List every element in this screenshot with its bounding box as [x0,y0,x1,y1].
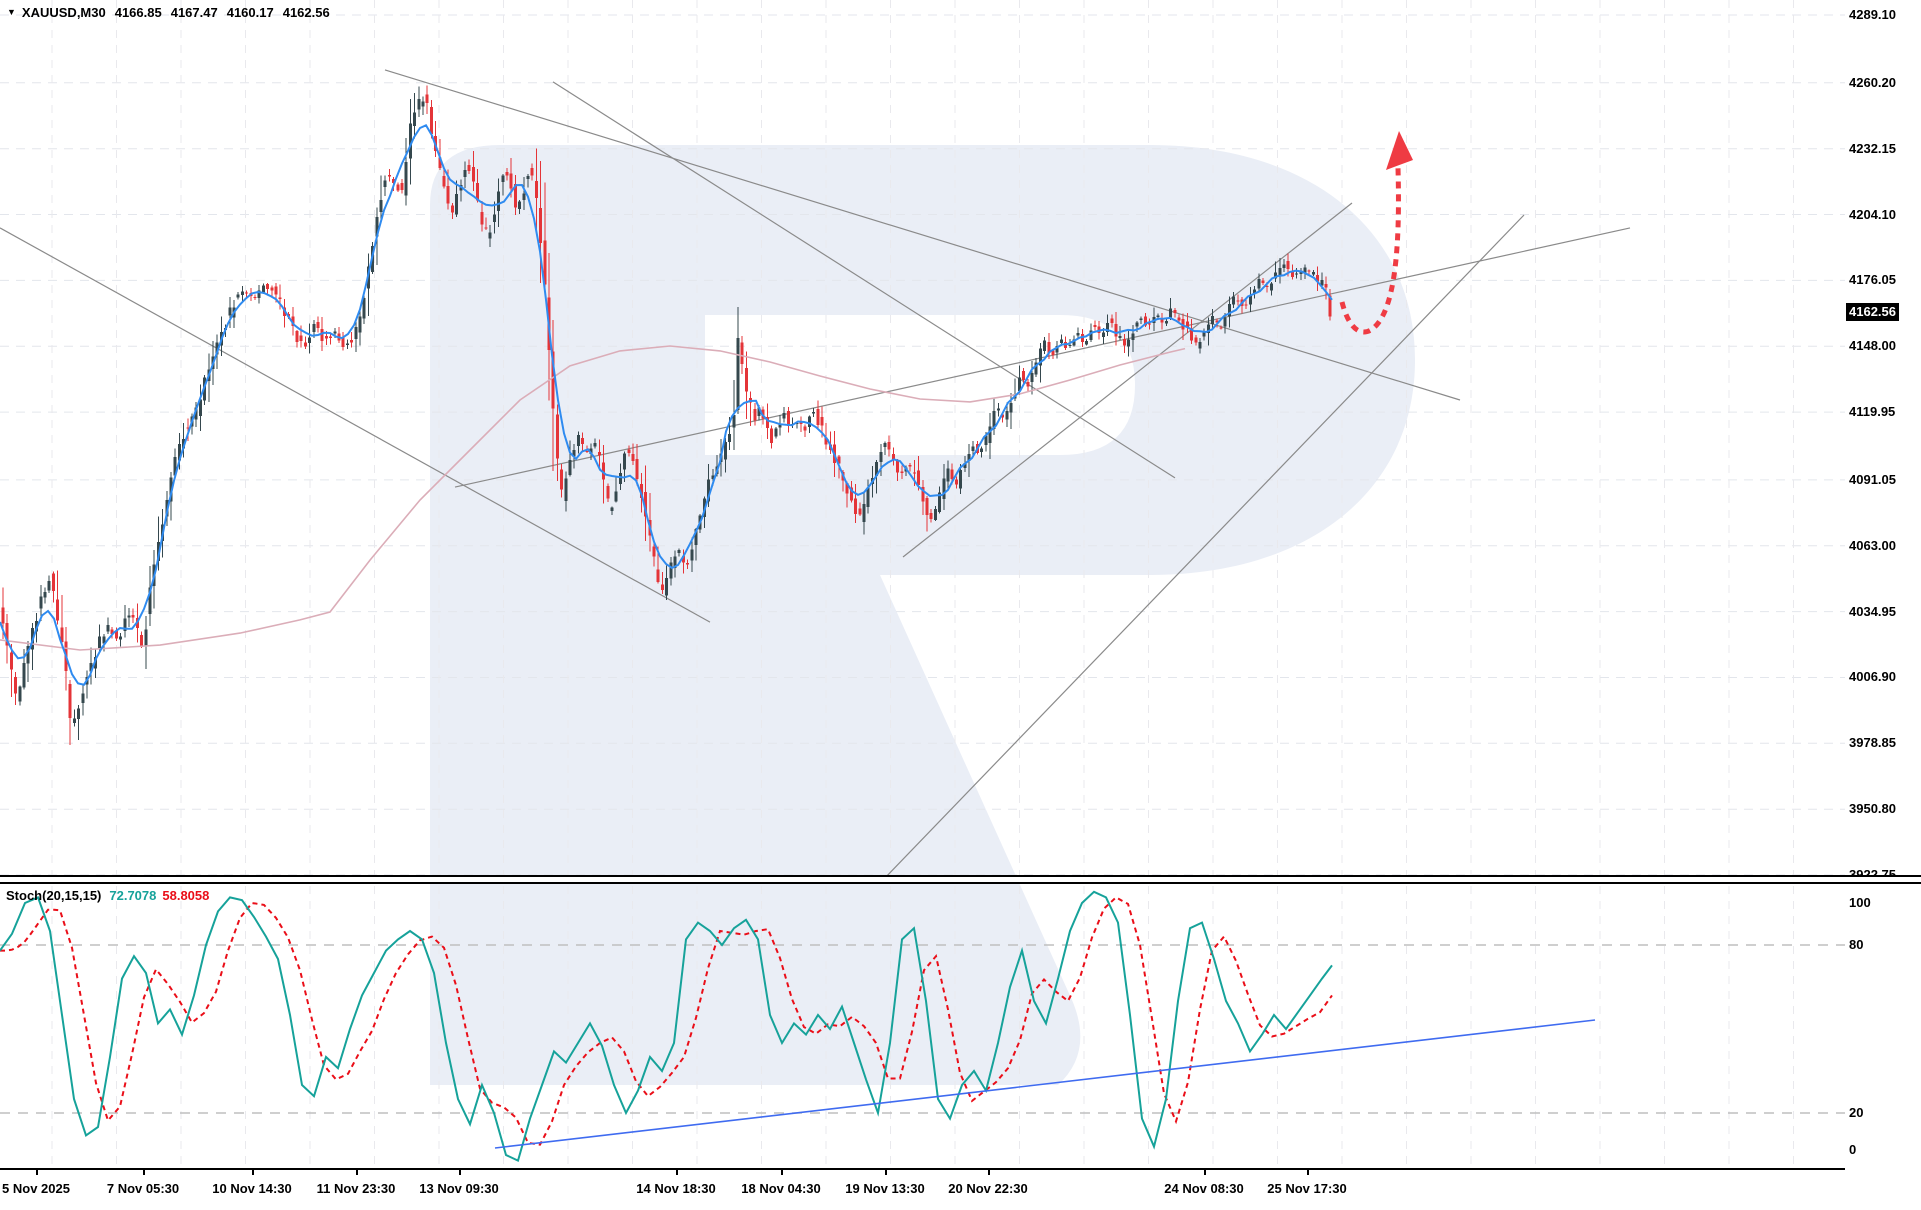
price-tick-label: 3978.85 [1849,735,1896,751]
date-tick-label: 18 Nov 04:30 [741,1181,821,1196]
time-axis-tick [36,1170,38,1175]
panel-separator[interactable] [0,875,1921,884]
price-tick-label: 4289.10 [1849,7,1896,22]
trendline-ascending-long [884,214,1525,879]
open-value: 4166.85 [114,5,162,20]
stoch-scale-label: 100 [1849,895,1871,910]
price-tick-label: 4091.05 [1849,471,1896,487]
date-tick-label: 14 Nov 18:30 [636,1181,716,1196]
trendlines[interactable] [0,69,1631,879]
time-axis-tick [1307,1170,1309,1175]
price-tick-label: 4204.10 [1849,206,1896,222]
ma-slow-line[interactable] [0,345,1186,651]
time-axis-tick [676,1170,678,1175]
stoch-main-value: 72.7078 [109,888,157,903]
price-tick-label: 4260.20 [1849,74,1896,90]
price-tick-label: 4006.90 [1849,669,1896,685]
chart-header: ▼ XAUUSD,M30 4166.85 4167.47 4160.17 4162.56 [7,5,330,20]
time-axis-tick [1204,1170,1206,1175]
stoch-signal-line [0,896,1333,1146]
price-tick-label: 3950.80 [1849,801,1896,817]
price-tick-label: 4176.05 [1849,272,1896,288]
current-price-badge: 4162.56 [1846,303,1899,322]
stoch-scale-label: 0 [1849,1142,1857,1157]
stoch-trendline[interactable] [494,1019,1596,1149]
stochastic-panel [0,890,1845,1163]
time-axis-tick [143,1170,145,1175]
stoch-name: Stoch(20,15,15) [6,888,102,903]
time-axis-tick [781,1170,783,1175]
arrow-head-icon [1386,131,1413,170]
trendline-ascending-shallow [454,227,1631,488]
trendline-descending-2 [552,81,1176,479]
date-tick-label: 10 Nov 14:30 [212,1181,292,1196]
high-value: 4167.47 [170,5,218,20]
symbol-dropdown-icon[interactable]: ▼ [7,7,16,17]
stoch-scale-label: 20 [1849,1105,1864,1120]
time-axis-line [0,1168,1845,1170]
price-tick-label: 4063.00 [1849,537,1896,553]
grid [0,0,1845,1168]
date-tick-label: 24 Nov 08:30 [1164,1181,1244,1196]
date-tick-label: 25 Nov 17:30 [1267,1181,1347,1196]
date-tick-label: 19 Nov 13:30 [845,1181,925,1196]
symbol-timeframe-label: XAUUSD,M30 [21,5,106,20]
stoch-signal-value: 58.8058 [162,888,210,903]
trendline-descending-1 [384,69,1461,401]
ma-fast-line[interactable] [0,124,1333,686]
time-axis-tick [885,1170,887,1175]
date-tick-label: 20 Nov 22:30 [948,1181,1028,1196]
close-value: 4162.56 [282,5,330,20]
price-tick-label: 4034.95 [1849,603,1896,619]
date-tick-label: 11 Nov 23:30 [316,1181,396,1196]
time-axis-tick [356,1170,358,1175]
low-value: 4160.17 [226,5,274,20]
stoch-main-line [0,890,1333,1163]
date-tick-label: 7 Nov 05:30 [106,1181,180,1196]
trendline-ascending-steep [902,202,1353,558]
forecast-arrow[interactable] [1339,131,1413,335]
price-tick-label: 4119.95 [1849,404,1896,420]
price-tick-label: 4232.15 [1849,140,1896,156]
stochastic-indicator-label: Stoch(20,15,15) 72.7078 58.8058 [6,888,209,903]
date-tick-label: 5 Nov 2025 [2,1181,70,1196]
price-tick-label: 4148.00 [1849,338,1896,354]
trendline-descending-left [0,227,711,623]
date-tick-label: 13 Nov 09:30 [419,1181,499,1196]
time-axis-tick [988,1170,990,1175]
stoch-scale-label: 80 [1849,937,1864,952]
time-axis-tick [459,1170,461,1175]
time-axis-tick [252,1170,254,1175]
